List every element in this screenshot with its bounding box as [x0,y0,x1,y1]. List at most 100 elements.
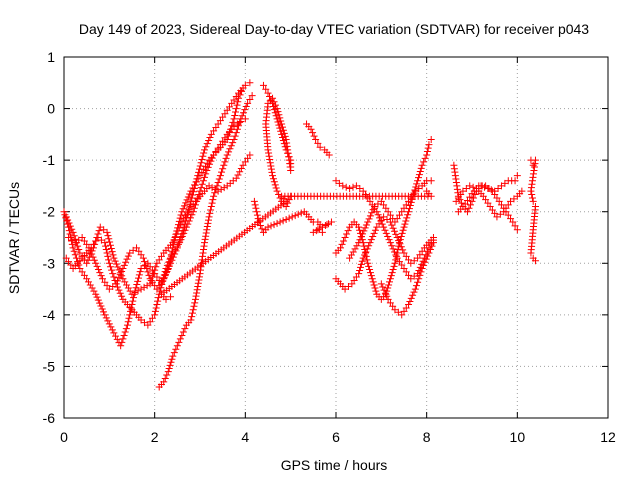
data-point [355,223,363,231]
data-point [96,269,104,277]
data-point [136,268,144,276]
data-point [232,174,240,182]
data-point [282,215,290,223]
data-point [309,228,317,236]
data-point [207,206,215,214]
data-point [206,160,214,168]
data-point [124,284,132,292]
data-point [70,247,78,255]
data-point [119,264,127,272]
data-point [173,244,181,252]
data-point [363,256,371,264]
series-track-l [346,177,435,262]
data-point [178,331,186,339]
data-point [531,156,539,164]
data-point [450,165,458,173]
data-point [412,282,420,290]
data-point [399,226,407,234]
data-point [414,177,422,185]
data-point [314,139,322,147]
data-point [203,140,211,148]
data-point [465,204,473,212]
data-point [185,204,193,212]
data-point [110,254,118,262]
data-point [355,239,363,247]
data-point [367,272,375,280]
data-point [450,161,458,169]
data-point [362,248,370,256]
data-point [471,191,479,199]
data-point [252,204,260,212]
data-point [170,349,178,357]
x-tick-label: 4 [241,429,249,445]
data-point [285,214,293,222]
data-point [178,208,186,216]
data-point [122,325,130,333]
data-point [92,259,100,267]
data-point [198,155,206,163]
data-point [107,323,115,331]
data-point [264,223,272,231]
data-point [143,282,151,290]
data-point [108,266,116,274]
data-point [121,278,129,286]
data-point [214,178,222,186]
data-point [259,81,267,89]
data-point [384,232,392,240]
data-point [195,191,203,199]
data-point [241,106,249,114]
data-point [208,184,216,192]
data-point [456,196,464,204]
data-point [116,289,124,297]
data-point [205,216,212,224]
data-point [315,225,323,233]
data-point [238,87,246,95]
data-point [385,281,393,289]
data-point [291,212,299,220]
data-point [139,254,147,262]
data-point [338,240,346,248]
data-point [418,264,426,272]
data-point [324,220,332,228]
y-axis-label: SDTVAR / TECUs [6,182,22,294]
data-point [470,194,478,202]
data-point [321,221,329,229]
data-point [120,331,128,339]
data-point [104,317,112,325]
data-point [422,255,430,263]
data-point [388,269,396,277]
data-point [378,220,386,228]
data-point [172,345,180,353]
data-point [281,132,289,140]
data-point [383,292,391,300]
data-point [389,265,397,273]
data-point [513,226,521,234]
data-point [369,232,377,240]
data-point [85,244,93,252]
x-axis-label: GPS time / hours [281,457,388,473]
data-point [271,181,279,189]
y-tick-label: -5 [43,358,56,374]
data-point [164,368,172,376]
data-point [105,259,113,267]
series-track-g [250,197,335,236]
data-point [392,251,400,259]
data-point [191,295,199,303]
data-point [142,261,150,269]
data-point [165,364,173,372]
data-point [341,234,349,241]
data-point [372,287,380,295]
series-track-q [527,156,539,265]
data-point [385,278,393,286]
data-point [195,165,203,173]
data-point [232,108,240,116]
data-point [126,287,134,295]
data-point [339,182,347,190]
data-point [60,208,68,216]
data-point [108,248,116,256]
data-point [193,289,201,297]
data-point [101,239,109,247]
y-tick-label: -3 [43,255,56,271]
data-point [374,211,382,219]
data-point [310,132,318,140]
